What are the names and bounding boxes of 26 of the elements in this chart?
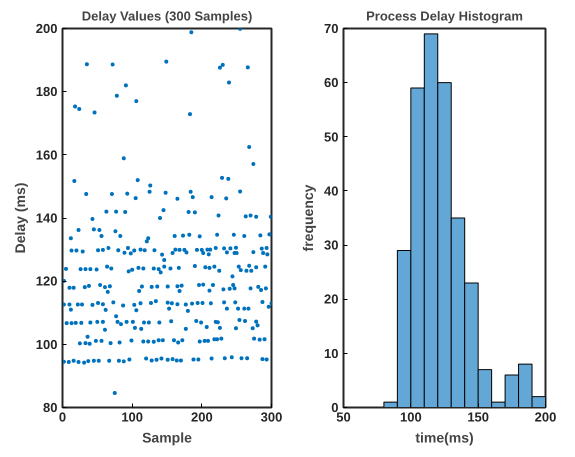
y-tick-label: 200 [36, 21, 58, 36]
y-tick-label: 80 [43, 400, 58, 415]
chart-title: Delay Values (300 Samples) [82, 8, 252, 24]
y-axis-title: Delay (ms) [12, 182, 28, 254]
x-tick-label: 150 [467, 410, 490, 424]
x-tick-label: 100 [121, 410, 144, 424]
x-tick-label: 300 [260, 410, 282, 424]
x-tick-label: 200 [534, 410, 556, 424]
y-tick-label: 160 [36, 147, 58, 162]
x-tick-label: 200 [190, 410, 213, 424]
y-tick-label: 140 [36, 210, 58, 226]
y-tick-label: 20 [324, 292, 339, 307]
x-tick-label: 100 [400, 410, 422, 424]
y-tick-label: 180 [36, 84, 58, 100]
y-tick-label: 50 [324, 129, 339, 144]
y-tick-label: 100 [36, 336, 58, 352]
y-tick-label: 70 [324, 21, 339, 36]
y-tick-label: 30 [324, 238, 339, 253]
chart-title: Process Delay Histogram [366, 8, 523, 24]
y-tick-label: 40 [324, 183, 339, 198]
x-axis-title: time(ms) [415, 430, 474, 446]
y-tick-label: 60 [324, 75, 339, 90]
y-tick-label: 10 [324, 346, 339, 361]
x-axis-title: Sample [142, 430, 192, 446]
y-axis-title: frequency [300, 184, 316, 252]
y-tick-label: 120 [36, 274, 58, 289]
